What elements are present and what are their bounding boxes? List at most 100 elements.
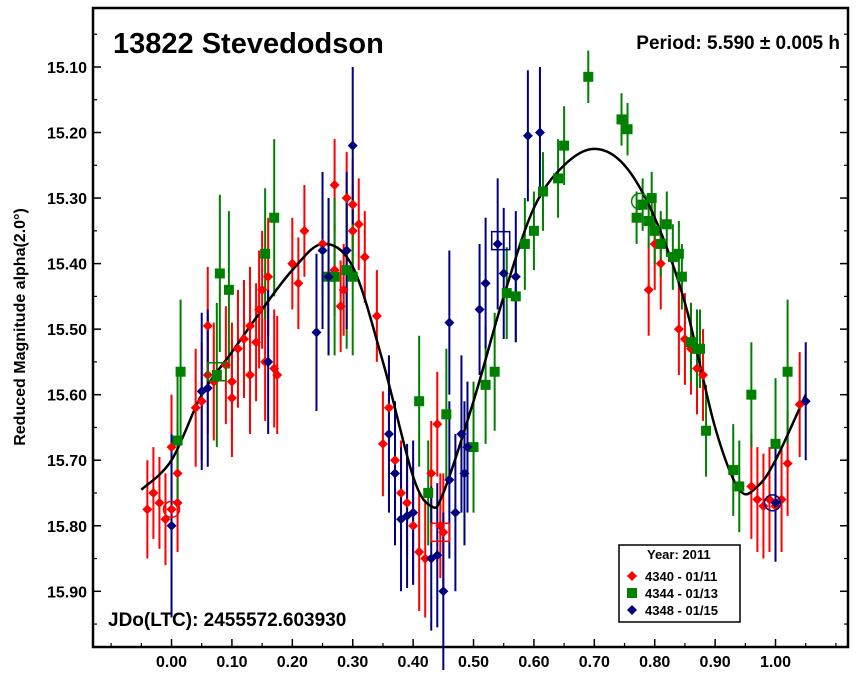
data-point — [800, 396, 811, 407]
data-point — [474, 304, 485, 315]
data-point — [347, 199, 358, 210]
y-tick-label: 15.90 — [47, 584, 87, 601]
data-point — [782, 458, 793, 469]
data-point — [480, 379, 491, 390]
data-point — [649, 225, 660, 236]
y-tick-label: 15.70 — [47, 453, 87, 470]
data-point — [426, 468, 437, 479]
data-point — [420, 553, 431, 564]
data-point — [734, 481, 745, 492]
data-point — [257, 284, 268, 295]
data-point — [468, 442, 479, 453]
legend-entries: 4340 - 01/11 4344 - 01/13 4348 - 01/15 — [627, 569, 718, 618]
data-point — [559, 140, 570, 151]
data-point — [196, 396, 207, 407]
data-point — [456, 429, 467, 439]
data-point — [377, 438, 388, 449]
y-axis: 15.10 15.20 15.30 15.40 15.50 15.60 15.70 15.80… — [47, 33, 848, 625]
data-point — [583, 71, 594, 82]
data-point — [661, 219, 672, 230]
x-tick-label: 0.40 — [398, 654, 429, 671]
data-point — [202, 320, 213, 331]
data-point — [335, 301, 346, 312]
data-point — [402, 497, 413, 508]
data-point — [299, 225, 310, 236]
data-point — [166, 520, 177, 531]
data-point — [347, 271, 358, 282]
data-point — [695, 343, 706, 354]
chart-title: 13822 Stevedodson — [113, 28, 384, 60]
data-point — [172, 435, 183, 446]
data-point — [175, 366, 186, 377]
data-point — [553, 173, 564, 184]
data-point — [444, 317, 455, 328]
highlight-square — [490, 230, 511, 251]
data-point — [462, 442, 473, 453]
data-point — [371, 311, 382, 322]
data-point — [239, 333, 249, 344]
fit-curve — [140, 147, 807, 509]
data-point — [232, 343, 243, 354]
y-tick-label: 15.80 — [47, 519, 87, 536]
y-tick-label: 15.30 — [47, 191, 87, 208]
x-tick-label: 0.80 — [639, 654, 670, 671]
data-point — [338, 284, 349, 295]
data-point — [408, 520, 419, 531]
data-point — [528, 225, 539, 236]
data-point — [537, 186, 548, 197]
data-point — [646, 193, 657, 204]
legend-box — [618, 544, 741, 623]
data-point — [673, 248, 684, 259]
x-tick-label: 0.00 — [156, 654, 187, 671]
y-tick-label: 15.60 — [47, 388, 87, 405]
x-tick-label: 0.70 — [579, 654, 610, 671]
data-point — [616, 114, 627, 125]
data-point — [676, 271, 687, 282]
data-point — [390, 468, 400, 479]
data-point — [414, 396, 425, 407]
legend-entry-label: 4348 - 01/15 — [645, 603, 718, 618]
y-tick-label: 15.20 — [47, 126, 87, 143]
fit-curve-line — [140, 147, 807, 509]
x-tick-label: 0.90 — [700, 654, 731, 671]
x-tick-label: 0.10 — [216, 654, 247, 671]
data-point — [269, 212, 280, 223]
data-point — [432, 419, 443, 430]
data-point — [263, 356, 274, 367]
data-point — [148, 487, 159, 498]
data-point — [667, 252, 678, 263]
data-point — [202, 383, 213, 394]
data-point — [501, 288, 512, 299]
data-point — [728, 465, 739, 476]
y-tick-label: 15.40 — [47, 257, 87, 274]
data-point — [383, 402, 394, 413]
data-point — [752, 494, 763, 505]
y-tick-label: 15.50 — [47, 322, 87, 339]
data-point — [692, 363, 702, 374]
data-point — [746, 389, 757, 400]
highlight-circle — [630, 192, 649, 211]
data-point — [341, 265, 352, 276]
data-point — [142, 504, 153, 515]
data-point — [287, 258, 298, 269]
data-point — [489, 366, 500, 377]
data-point — [622, 124, 633, 135]
data-point — [643, 284, 654, 295]
data-point — [260, 248, 271, 259]
x-tick-label: 0.30 — [337, 654, 368, 671]
data-point — [211, 370, 222, 381]
data-point — [329, 179, 340, 190]
data-point — [317, 238, 328, 249]
data-point — [172, 497, 183, 508]
data-point — [655, 258, 666, 269]
data-point — [522, 130, 533, 141]
data-point — [655, 238, 666, 249]
data-point — [254, 304, 265, 315]
data-point — [459, 468, 470, 479]
data-point — [353, 219, 364, 230]
data-point — [450, 507, 461, 518]
data-point — [341, 245, 352, 256]
data-point — [190, 402, 201, 413]
data-point — [444, 474, 455, 485]
